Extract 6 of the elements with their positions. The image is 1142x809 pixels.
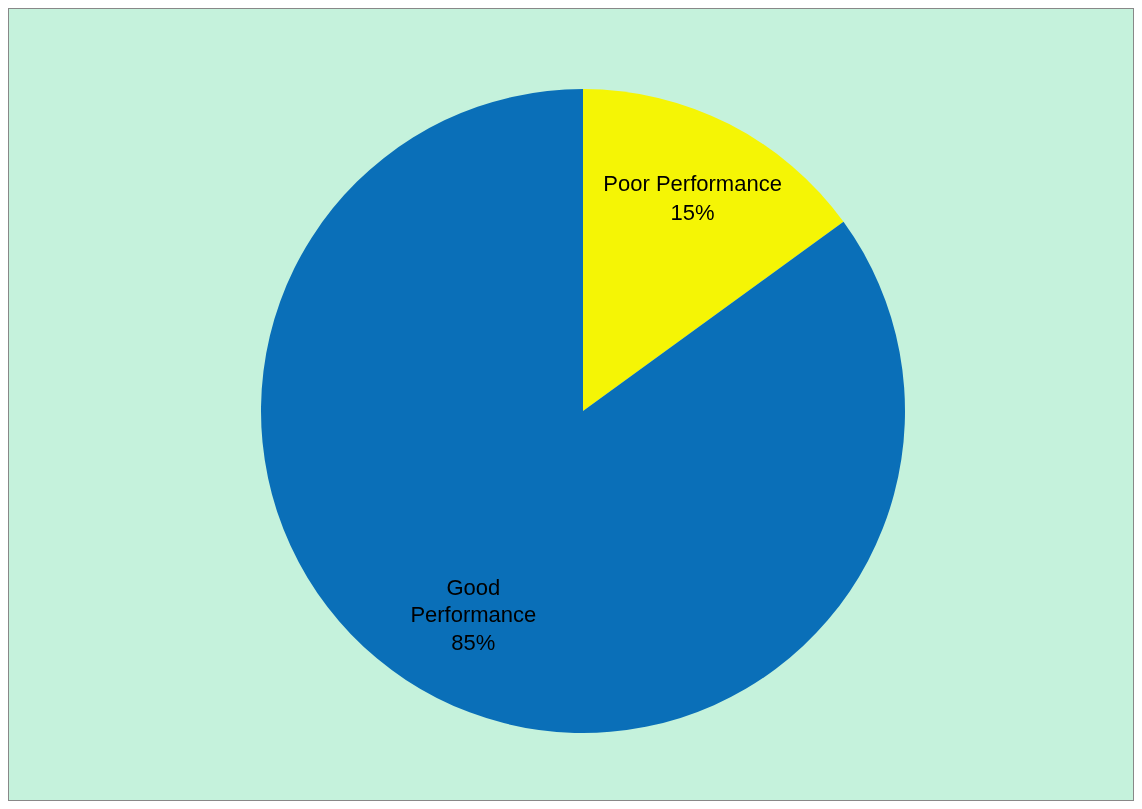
pie-slice <box>261 89 905 733</box>
pie-slice <box>583 89 844 411</box>
slice-label: Good Performance <box>410 575 537 627</box>
data-label: 15% <box>670 200 715 226</box>
slice-label: Poor Performance <box>603 171 782 197</box>
data-label: 85% <box>451 630 496 656</box>
